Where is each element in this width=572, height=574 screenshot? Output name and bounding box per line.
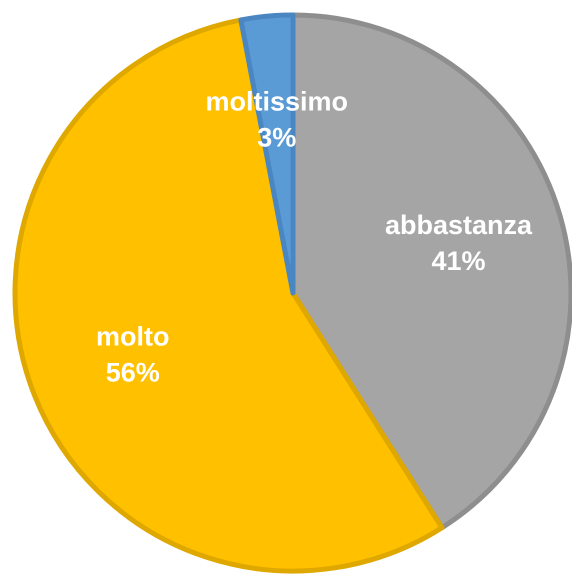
slice-label: molto (96, 322, 170, 352)
slice-value-label: 41% (431, 246, 485, 276)
slice-label: abbastanza (385, 210, 533, 240)
slice-label: moltissimo (206, 87, 349, 117)
slice-value-label: 3% (257, 123, 296, 153)
pie-slice (238, 12, 296, 296)
slice-value-label: 56% (106, 358, 160, 388)
pie-slice (12, 17, 445, 574)
